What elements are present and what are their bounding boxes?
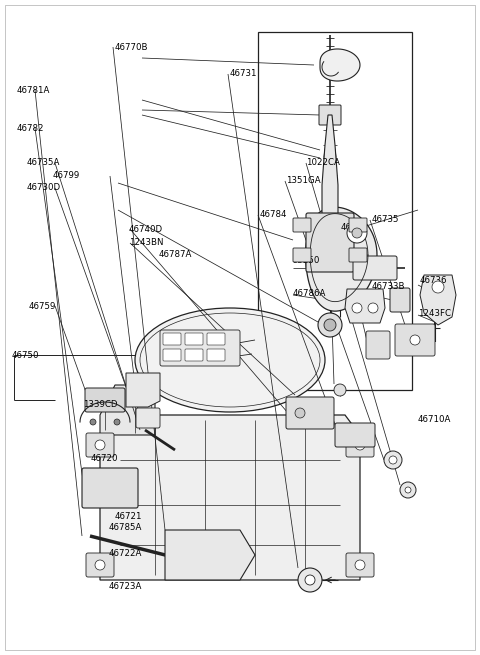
Text: 46722A: 46722A xyxy=(108,549,142,558)
Circle shape xyxy=(355,440,365,450)
Circle shape xyxy=(90,419,96,425)
FancyBboxPatch shape xyxy=(163,333,181,345)
Circle shape xyxy=(352,228,362,238)
Text: 46783: 46783 xyxy=(341,223,368,233)
Text: 93250: 93250 xyxy=(293,256,320,265)
FancyBboxPatch shape xyxy=(82,468,138,508)
Text: 46723A: 46723A xyxy=(108,582,142,591)
Circle shape xyxy=(295,408,305,418)
Text: 46730D: 46730D xyxy=(26,183,60,192)
Text: 46731: 46731 xyxy=(229,69,257,78)
FancyBboxPatch shape xyxy=(85,388,125,412)
Polygon shape xyxy=(320,49,360,81)
Text: 46735A: 46735A xyxy=(26,158,60,167)
Circle shape xyxy=(95,560,105,570)
FancyBboxPatch shape xyxy=(163,349,181,361)
Text: 46721: 46721 xyxy=(114,512,142,521)
Text: 46733B: 46733B xyxy=(372,282,406,291)
Polygon shape xyxy=(126,373,160,407)
Polygon shape xyxy=(165,530,255,580)
Circle shape xyxy=(95,440,105,450)
Text: 46735: 46735 xyxy=(372,215,399,224)
Circle shape xyxy=(384,451,402,469)
Polygon shape xyxy=(100,385,155,435)
Text: 46786A: 46786A xyxy=(293,289,326,298)
Text: 46785A: 46785A xyxy=(108,523,142,532)
Circle shape xyxy=(352,303,362,313)
Ellipse shape xyxy=(135,308,325,412)
FancyBboxPatch shape xyxy=(207,349,225,361)
FancyBboxPatch shape xyxy=(86,433,114,457)
Text: 1243BN: 1243BN xyxy=(129,238,163,247)
FancyBboxPatch shape xyxy=(395,324,435,356)
Circle shape xyxy=(389,456,397,464)
FancyBboxPatch shape xyxy=(86,553,114,577)
Text: 46799: 46799 xyxy=(53,171,80,180)
Text: 46781A: 46781A xyxy=(17,86,50,95)
FancyBboxPatch shape xyxy=(293,248,311,262)
Text: 46710A: 46710A xyxy=(418,415,451,424)
FancyBboxPatch shape xyxy=(349,218,367,232)
FancyBboxPatch shape xyxy=(185,349,203,361)
Circle shape xyxy=(347,223,367,243)
Circle shape xyxy=(324,319,336,331)
FancyBboxPatch shape xyxy=(160,330,240,366)
Polygon shape xyxy=(306,207,377,311)
Circle shape xyxy=(334,384,346,396)
FancyBboxPatch shape xyxy=(185,333,203,345)
Text: 46784: 46784 xyxy=(259,210,287,219)
FancyBboxPatch shape xyxy=(306,213,354,272)
Circle shape xyxy=(405,487,411,493)
FancyBboxPatch shape xyxy=(207,333,225,345)
FancyBboxPatch shape xyxy=(335,423,375,447)
FancyBboxPatch shape xyxy=(286,397,334,429)
Circle shape xyxy=(432,281,444,293)
Polygon shape xyxy=(324,149,336,165)
Text: 46782: 46782 xyxy=(17,124,44,133)
Circle shape xyxy=(305,575,315,585)
FancyBboxPatch shape xyxy=(346,433,374,457)
FancyBboxPatch shape xyxy=(136,408,160,428)
Text: 46740D: 46740D xyxy=(129,225,163,234)
Text: 1243FC: 1243FC xyxy=(418,309,451,318)
Circle shape xyxy=(298,568,322,592)
Text: 1022CA: 1022CA xyxy=(306,158,340,167)
Text: 46736: 46736 xyxy=(420,276,447,285)
Text: 1339CD: 1339CD xyxy=(83,400,118,409)
Polygon shape xyxy=(322,115,338,220)
FancyBboxPatch shape xyxy=(349,248,367,262)
FancyBboxPatch shape xyxy=(353,256,397,280)
Circle shape xyxy=(114,419,120,425)
Polygon shape xyxy=(100,415,360,580)
Circle shape xyxy=(355,560,365,570)
FancyBboxPatch shape xyxy=(366,331,390,359)
FancyBboxPatch shape xyxy=(293,218,311,232)
Circle shape xyxy=(410,335,420,345)
Circle shape xyxy=(400,482,416,498)
FancyBboxPatch shape xyxy=(390,288,410,312)
FancyBboxPatch shape xyxy=(346,553,374,577)
Text: 46759: 46759 xyxy=(29,302,56,311)
Text: 46720: 46720 xyxy=(90,454,118,463)
Text: 46770B: 46770B xyxy=(114,43,148,52)
Text: 1351GA: 1351GA xyxy=(286,176,320,185)
Circle shape xyxy=(318,313,342,337)
Polygon shape xyxy=(345,289,385,323)
FancyBboxPatch shape xyxy=(319,105,341,125)
Text: 46750: 46750 xyxy=(12,350,39,360)
Circle shape xyxy=(368,303,378,313)
Text: 46787A: 46787A xyxy=(158,250,192,259)
Polygon shape xyxy=(420,275,456,325)
